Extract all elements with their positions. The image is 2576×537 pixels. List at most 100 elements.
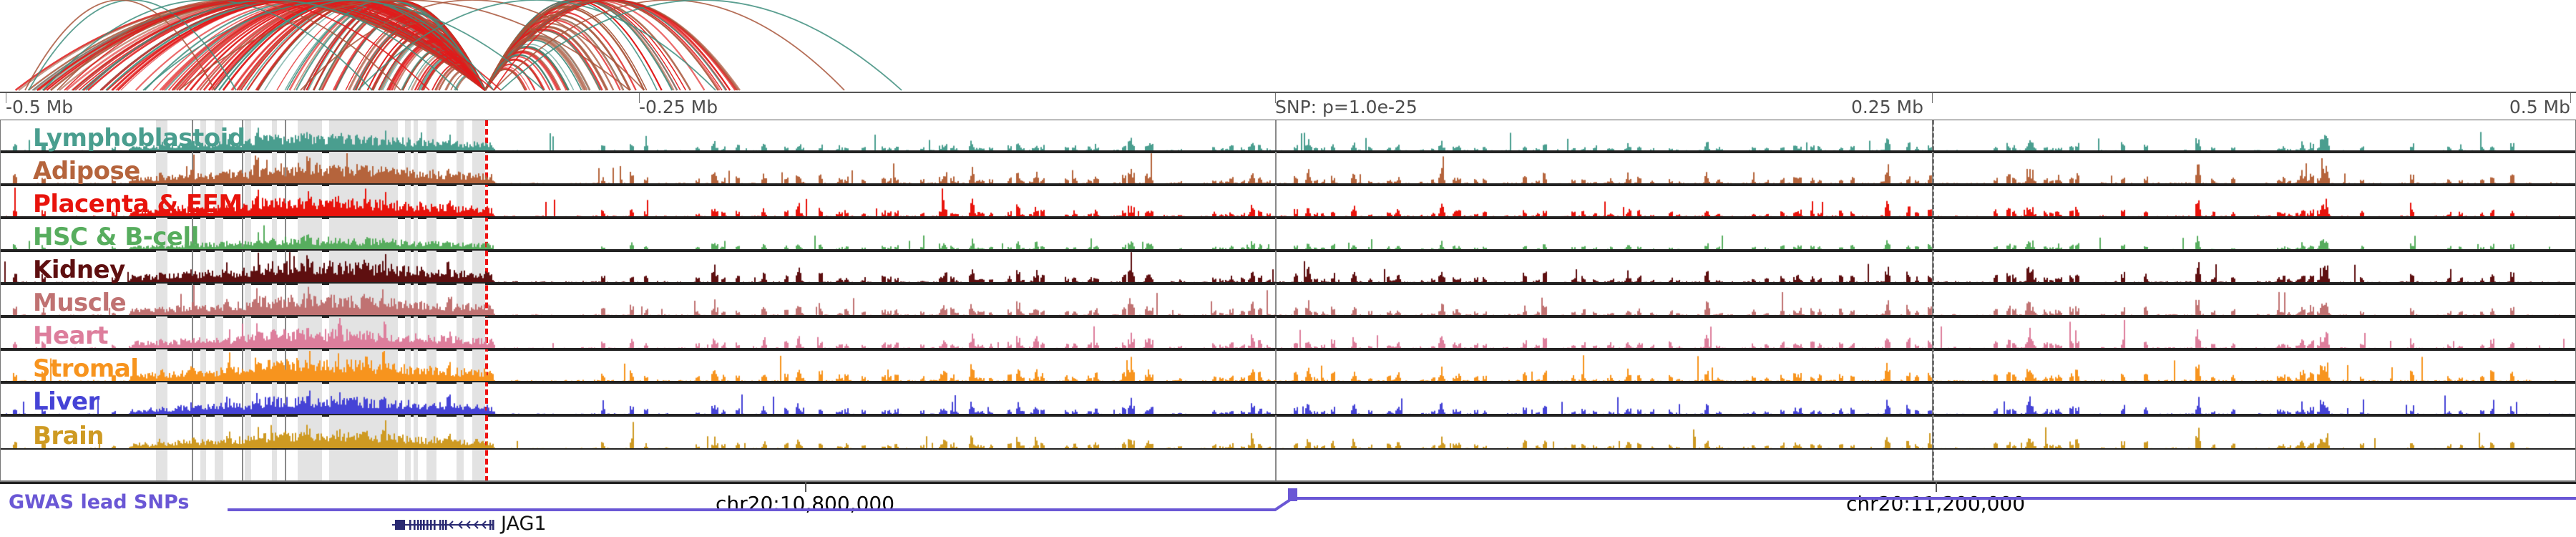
track-row-placenta-eem[interactable]: Placenta & EEM <box>0 186 2576 219</box>
track-row-stromal[interactable]: Stromal <box>0 351 2576 384</box>
interaction-arc <box>107 0 502 91</box>
track-baseline-0 <box>0 150 2576 152</box>
interaction-arc <box>42 0 373 91</box>
gene-exon-1 <box>414 520 416 530</box>
track-list: Lymphoblastoid Adipose Placenta & EEM HSC &… <box>0 120 2576 450</box>
interaction-arc <box>484 6 648 91</box>
gene-exon-5 <box>426 520 429 530</box>
gene-exon-7 <box>434 520 436 530</box>
interaction-arc <box>57 0 401 91</box>
axis-tick-2 <box>1275 93 1276 103</box>
track-row-adipose[interactable]: Adipose <box>0 153 2576 186</box>
gene-strand-arrow-1 <box>457 521 463 529</box>
axis-label-0: -0.5 Mb <box>6 97 74 117</box>
interaction-arc <box>28 0 237 91</box>
interaction-arc <box>120 0 486 91</box>
coordinate-tick-0 <box>805 482 806 492</box>
chromatin-interaction-arcs-panel <box>0 0 2576 92</box>
coordinate-label-1: chr20:11,200,000 <box>1845 492 2026 516</box>
interaction-arc <box>31 0 486 91</box>
track-baseline-8 <box>0 414 2576 415</box>
axis-label-4: 0.5 Mb <box>2509 97 2570 117</box>
gene-exon-2 <box>417 520 419 530</box>
gwas-lead-snps-row: GWAS lead SNPs <box>0 488 2576 513</box>
gene-exon-0 <box>409 520 411 530</box>
axis-tick-4 <box>2570 93 2571 103</box>
interaction-arc <box>195 0 486 91</box>
gene-exon-10 <box>445 520 447 530</box>
track-label-5: Muscle <box>33 289 127 317</box>
track-baseline-7 <box>0 381 2576 382</box>
track-row-muscle[interactable]: Muscle <box>0 285 2576 318</box>
track-signal-3 <box>0 219 2576 251</box>
gene-exon-8 <box>439 520 441 530</box>
gene-model-svg[interactable] <box>0 513 2576 537</box>
gene-exon-3 <box>420 520 422 530</box>
gene-exon-4 <box>423 520 425 530</box>
coordinate-axis-line <box>0 482 2576 484</box>
track-signal-1 <box>0 153 2576 185</box>
gene-name-label: JAG1 <box>501 513 547 535</box>
tissue-track-stack: -0.5 Mb -0.25 Mb SNP: p=1.0e-25 0.25 Mb 0.5 … <box>0 92 2576 482</box>
gwas-lead-snp-marker[interactable] <box>1288 488 1297 501</box>
coordinate-label-0: chr20:10,800,000 <box>715 492 895 516</box>
track-row-hsc-b-cell[interactable]: HSC & B-cell <box>0 219 2576 252</box>
track-baseline-6 <box>0 348 2576 349</box>
stack-bottom-border <box>0 480 2576 482</box>
track-signal-5 <box>0 285 2576 316</box>
track-label-2: Placenta & EEM <box>33 190 243 218</box>
gene-exon-11 <box>489 520 492 530</box>
track-baseline-4 <box>0 282 2576 284</box>
track-row-heart[interactable]: Heart <box>0 318 2576 351</box>
track-label-8: Liver <box>33 387 99 416</box>
track-label-9: Brain <box>33 422 104 450</box>
gene-strand-arrow-3 <box>473 521 479 529</box>
gene-strand-arrow-4 <box>481 521 487 529</box>
interaction-arc <box>500 0 902 91</box>
gene-cds-block <box>395 520 405 530</box>
gwas-connector-svg <box>228 488 2576 511</box>
axis-label-1: -0.25 Mb <box>639 97 718 117</box>
interaction-arc <box>357 0 716 91</box>
interaction-arc <box>484 0 741 91</box>
interaction-arc <box>99 0 486 91</box>
track-label-3: HSC & B-cell <box>33 223 199 251</box>
interaction-arc <box>300 0 645 91</box>
gene-strand-arrow-0 <box>448 521 454 529</box>
track-signal-7 <box>0 351 2576 382</box>
arcs-svg <box>14 0 902 92</box>
interaction-arc <box>493 0 845 91</box>
interaction-arc <box>214 0 494 91</box>
interaction-arc <box>484 0 687 91</box>
gene-strand-arrow-2 <box>465 521 471 529</box>
interaction-arc <box>256 0 487 91</box>
track-signal-2 <box>0 186 2576 218</box>
track-label-4: Kidney <box>33 256 125 284</box>
gwas-lead-snps-label: GWAS lead SNPs <box>9 491 190 513</box>
track-label-7: Stromal <box>33 354 139 383</box>
coordinate-tick-1 <box>1936 482 1937 492</box>
track-label-0: Lymphoblastoid <box>33 124 245 153</box>
interaction-arc <box>24 0 215 91</box>
track-signal-6 <box>0 318 2576 349</box>
track-row-kidney[interactable]: Kidney <box>0 252 2576 285</box>
scale-axis-row: -0.5 Mb -0.25 Mb SNP: p=1.0e-25 0.25 Mb 0.5 … <box>0 92 2576 120</box>
track-row-liver[interactable]: Liver <box>0 384 2576 417</box>
track-row-brain[interactable]: Brain <box>0 417 2576 450</box>
track-baseline-2 <box>0 216 2576 218</box>
track-signal-0 <box>0 120 2576 152</box>
gene-exon-6 <box>430 520 432 530</box>
track-row-lymphoblastoid[interactable]: Lymphoblastoid <box>0 120 2576 153</box>
interaction-arc <box>64 0 430 91</box>
track-baseline-9 <box>0 448 2576 450</box>
gwas-connector-line <box>228 497 2576 511</box>
interaction-arc <box>493 0 731 91</box>
interaction-arc <box>178 0 630 91</box>
track-signal-4 <box>0 252 2576 284</box>
interaction-arc <box>85 0 459 91</box>
axis-label-2: SNP: p=1.0e-25 <box>1275 97 1418 117</box>
track-baseline-5 <box>0 315 2576 316</box>
track-label-6: Heart <box>33 321 108 350</box>
gene-exon-12 <box>492 520 494 530</box>
